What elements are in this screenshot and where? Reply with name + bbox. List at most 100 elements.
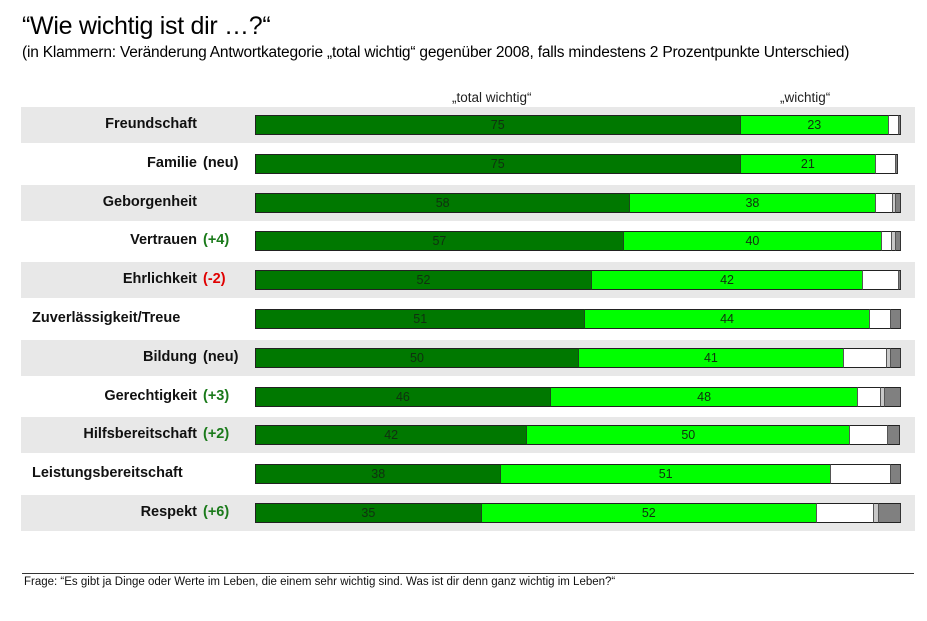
bar-value-label: 50 [410, 350, 424, 365]
bar-segment-total: 75 [255, 153, 740, 174]
bar-segment-weniger-2 [888, 115, 898, 135]
bar-value-label: 38 [371, 467, 386, 482]
bar-segment-total: 52 [255, 270, 591, 291]
chart-row: Hilfsbereitschaft (+2) 42 50 [21, 417, 915, 454]
bar-segment-total: 57 [255, 231, 623, 252]
bar-segment-total: 35 [255, 503, 481, 523]
chart-row: Zuverlässigkeit/Treue 51 44 [21, 301, 915, 337]
stacked-bar: 75 21 [255, 153, 901, 174]
bar-segment-weniger-2 [862, 270, 899, 291]
bar-segment-weniger-2 [815, 503, 873, 523]
category-label: Bildung [143, 348, 197, 365]
bar-segment-unlabeled-4 [890, 347, 901, 368]
bar-segment-wichtig: 52 [480, 503, 816, 523]
chart-row: Vertrauen (+4) 57 40 [21, 223, 915, 259]
bar-value-label: 40 [745, 234, 760, 249]
category-label: Freundschaft [105, 116, 197, 132]
bar-value-label: 23 [807, 118, 822, 132]
change-annotation: (-2) [203, 271, 226, 288]
bar-segment-total: 51 [255, 309, 585, 329]
bar-value-label: 57 [432, 234, 447, 249]
category-label: Vertrauen [130, 232, 197, 249]
header-total-wichtig: „total wichtig“ [452, 90, 532, 105]
bar-segment-weniger-2 [868, 309, 890, 329]
change-annotation: (+6) [203, 504, 230, 520]
change-annotation: (+2) [203, 426, 230, 443]
chart-title: “Wie wichtig ist dir …?“ [22, 12, 271, 40]
bar-segment-weniger-2 [881, 231, 892, 252]
category-label: Respekt [140, 504, 197, 520]
stacked-bar: 46 48 [255, 386, 901, 407]
bar-segment-unlabeled-3 [880, 386, 885, 407]
bar-value-label: 51 [658, 467, 673, 482]
stacked-bar: 51 44 [255, 309, 901, 329]
bar-value-label: 21 [800, 156, 815, 171]
category-label: Ehrlichkeit [122, 271, 197, 288]
bar-value-label: 42 [720, 273, 735, 288]
change-annotation: (+3) [203, 387, 230, 404]
bar-segment-weniger-2 [875, 153, 895, 174]
bar-segment-wichtig: 38 [629, 192, 875, 213]
bar-value-label: 51 [413, 312, 428, 326]
change-annotation: (neu) [203, 348, 239, 365]
bar-segment-unlabeled-4 [894, 192, 901, 213]
bar-value-label: 48 [697, 389, 712, 404]
stacked-bar: 38 51 [255, 464, 901, 485]
bar-value-label: 42 [384, 428, 399, 443]
bar-segment-weniger-2 [874, 192, 892, 213]
bar-segment-wichtig: 44 [584, 309, 869, 329]
question-footnote: Frage: “Es gibt ja Dinge oder Werte im L… [24, 576, 616, 588]
bar-segment-wichtig: 42 [590, 270, 863, 291]
bar-segment-unlabeled-4 [894, 153, 899, 174]
category-label: Geborgenheit [102, 193, 197, 210]
bar-segment-wichtig: 50 [526, 425, 850, 446]
bar-value-label: 41 [703, 350, 718, 365]
bar-segment-wichtig: 41 [578, 347, 843, 368]
bar-value-label: 58 [435, 195, 450, 210]
bar-segment-total: 58 [255, 192, 630, 213]
stacked-bar: 58 38 [255, 192, 901, 213]
change-annotation: (+4) [203, 232, 230, 249]
chart-row: Bildung (neu) 50 41 [21, 339, 915, 376]
category-label: Gerechtigkeit [104, 387, 197, 404]
bar-segment-wichtig: 51 [500, 464, 830, 485]
stacked-bar: 57 40 [255, 231, 901, 252]
bar-value-label: 75 [490, 156, 505, 171]
bar-segment-unlabeled-3 [891, 192, 895, 213]
bar-value-label: 38 [745, 195, 760, 210]
bar-value-label: 52 [641, 506, 656, 520]
bar-segment-total: 46 [255, 386, 550, 407]
bar-segment-total: 50 [255, 347, 578, 368]
bar-segment-total: 42 [255, 425, 527, 446]
bar-segment-total: 38 [255, 464, 501, 485]
bar-value-label: 35 [361, 506, 376, 520]
bar-segment-unlabeled-3 [886, 347, 891, 368]
bar-segment-wichtig: 23 [739, 115, 889, 135]
bar-segment-unlabeled-4 [886, 425, 900, 446]
header-wichtig: „wichtig“ [780, 90, 831, 105]
bar-segment-weniger-2 [857, 386, 881, 407]
bar-segment-weniger-2 [829, 464, 890, 485]
bar-value-label: 44 [720, 312, 735, 326]
chart-row: Leistungsbereitschaft 38 51 [21, 456, 915, 492]
bar-segment-total: 75 [255, 115, 740, 135]
stacked-bar: 35 52 [255, 503, 901, 523]
bar-segment-wichtig: 21 [739, 153, 876, 174]
category-label: Leistungsbereitschaft [32, 465, 183, 482]
change-annotation: (neu) [203, 154, 239, 171]
chart-row: Familie (neu) 75 21 [21, 146, 915, 182]
bar-segment-unlabeled-3 [891, 231, 895, 252]
bar-segment-unlabeled-4 [890, 309, 901, 329]
bar-value-label: 46 [395, 389, 410, 404]
chart-row: Gerechtigkeit (+3) 46 48 [21, 379, 915, 415]
chart-row: Freundschaft 75 23 [21, 107, 915, 143]
bar-segment-unlabeled-4 [877, 503, 901, 523]
bar-value-label: 75 [490, 118, 505, 132]
category-label: Familie [147, 154, 197, 171]
bar-segment-unlabeled-4 [889, 464, 901, 485]
bar-segment-wichtig: 48 [549, 386, 858, 407]
chart-subtitle: (in Klammern: Veränderung Antwortkategor… [22, 44, 850, 61]
bar-segment-unlabeled-4 [884, 386, 901, 407]
bar-segment-unlabeled-4 [898, 270, 901, 291]
category-label: Zuverlässigkeit/Treue [32, 310, 181, 326]
